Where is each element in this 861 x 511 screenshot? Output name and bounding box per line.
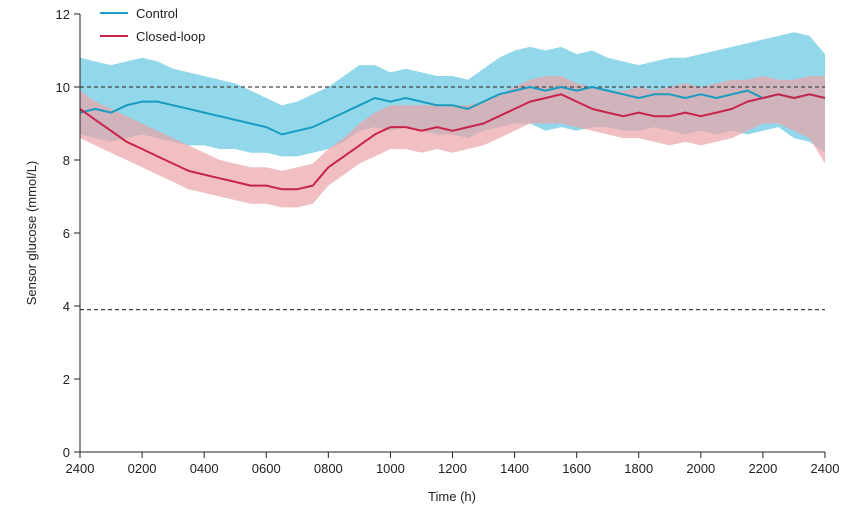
x-tick-label: 0800 [314, 461, 343, 476]
x-tick-label: 1800 [624, 461, 653, 476]
line-control [79, 86, 826, 136]
x-tick-label: 1600 [562, 461, 591, 476]
x-tick-label: 1000 [376, 461, 405, 476]
y-tick-label: 8 [63, 153, 70, 168]
legend-label-control: Control [136, 6, 178, 21]
legend: Control Closed-loop [100, 6, 205, 44]
x-axis-title: Time (h) [428, 489, 476, 504]
y-tick-label: 12 [56, 7, 70, 22]
line-closed-loop [79, 93, 826, 191]
y-axis-title: Sensor glucose (mmol/L) [24, 161, 39, 306]
x-tick-label: 0200 [128, 461, 157, 476]
x-tick-label: 2200 [748, 461, 777, 476]
y-ticks: 0 2 4 6 8 10 12 [56, 7, 80, 460]
x-tick-label: 1400 [500, 461, 529, 476]
x-tick-label: 2400 [66, 461, 95, 476]
legend-label-closed-loop: Closed-loop [136, 29, 205, 44]
x-tick-label: 1200 [438, 461, 467, 476]
y-tick-label: 10 [56, 80, 70, 95]
x-tick-label: 0600 [252, 461, 281, 476]
confidence-bands [80, 32, 825, 208]
series-lines [79, 86, 826, 191]
band-closed-loop [80, 76, 825, 208]
x-tick-label: 2000 [686, 461, 715, 476]
y-tick-label: 0 [63, 445, 70, 460]
x-tick-label: 2400 [811, 461, 840, 476]
reference-lines [80, 86, 825, 311]
x-ticks: 2400 0200 0400 0600 0800 1000 1200 1400 1600 1800… [66, 452, 840, 476]
y-tick-label: 2 [63, 372, 70, 387]
y-tick-label: 4 [63, 299, 70, 314]
x-tick-label: 0400 [190, 461, 219, 476]
y-tick-label: 6 [63, 226, 70, 241]
